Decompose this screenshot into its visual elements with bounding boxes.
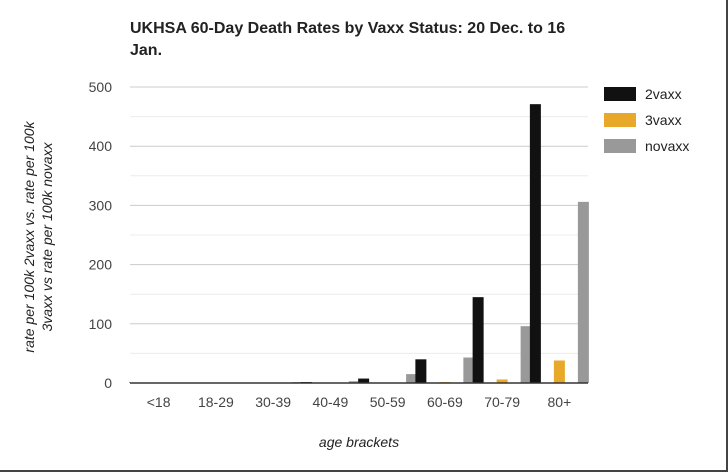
legend-swatch-3vaxx: [604, 113, 636, 127]
x-tick-label: 30-39: [255, 394, 291, 410]
x-tick-label: 50-59: [370, 394, 406, 410]
x-tick-label: <18: [147, 394, 171, 410]
bar-2vaxx: [529, 104, 541, 383]
x-tick-label: 40-49: [312, 394, 348, 410]
bar-2vaxx: [415, 359, 427, 383]
bar-novaxx: [520, 326, 532, 383]
chart-title: UKHSA 60-Day Death Rates by Vaxx Status:…: [130, 20, 566, 59]
x-axis-title: age brackets: [319, 434, 399, 450]
legend-label-3vaxx: 3vaxx: [645, 112, 682, 128]
y-tick-label: 100: [89, 316, 113, 332]
x-tick-label: 80+: [548, 394, 572, 410]
y-tick-label: 0: [104, 375, 112, 391]
y-axis-title-line: 3vaxx vs rate per 100k novaxx: [39, 141, 55, 331]
bar-2vaxx: [358, 378, 370, 383]
bar-novaxx: [406, 374, 418, 383]
bar-2vaxx: [472, 297, 484, 383]
y-tick-label: 300: [89, 197, 113, 213]
y-axis-title: rate per 100k 2vaxx vs. rate per 100k 3va…: [21, 120, 55, 352]
bar-novaxx: [577, 201, 589, 383]
bar-novaxx: [463, 357, 475, 383]
bar-novaxx: [348, 381, 360, 383]
y-tick-label: 200: [89, 257, 113, 273]
y-tick-label: 500: [89, 79, 113, 95]
legend-label-novaxx: novaxx: [645, 138, 689, 154]
bar-3vaxx: [496, 379, 508, 383]
legend-swatch-novaxx: [604, 139, 636, 153]
x-tick-label: 60-69: [427, 394, 463, 410]
legend-label-2vaxx: 2vaxx: [645, 86, 682, 102]
legend-swatch-2vaxx: [604, 87, 636, 101]
y-tick-label: 400: [89, 138, 113, 154]
x-tick-label: 70-79: [484, 394, 520, 410]
bar-3vaxx: [553, 360, 565, 383]
x-tick-label: 18-29: [198, 394, 234, 410]
y-axis-title-line: rate per 100k 2vaxx vs. rate per 100k: [21, 120, 37, 352]
